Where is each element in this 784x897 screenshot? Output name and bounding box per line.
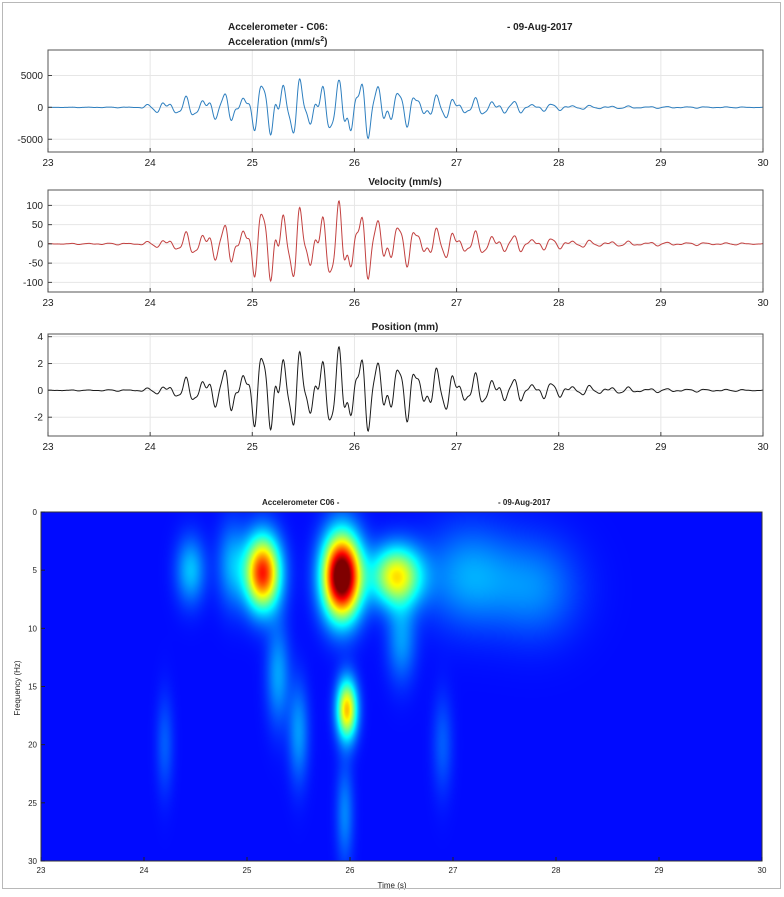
velocity-xtick-label: 27	[451, 298, 463, 309]
position-xtick-label: 28	[553, 442, 565, 453]
acceleration-xtick-label: 29	[655, 158, 667, 169]
velocity-xtick-label: 25	[247, 298, 259, 309]
position-ytick-label: 4	[37, 332, 43, 343]
velocity-panel: 23 24 25 26 27 28 29 30 -100 -50 0 50 100	[23, 189, 769, 309]
position-axes-frame	[47, 333, 764, 437]
velocity-xtick-label: 26	[349, 298, 361, 309]
velocity-title: Velocity (mm/s)	[368, 177, 441, 188]
position-xtick-label: 29	[655, 442, 667, 453]
spectrogram-xtick-label: 27	[449, 866, 458, 875]
spectrogram-title-left: Accelerometer C06 -	[262, 498, 340, 507]
acceleration-title-line1-right: - 09-Aug-2017	[507, 22, 573, 33]
position-xtick-label: 25	[247, 442, 259, 453]
velocity-ytick-label: 50	[32, 220, 44, 231]
position-ytick-label: 2	[37, 359, 43, 370]
spectrogram-ytick-label: 25	[28, 799, 37, 808]
position-xtick-label: 27	[451, 442, 463, 453]
velocity-xtick-label: 24	[145, 298, 157, 309]
position-xtick-label: 23	[42, 442, 54, 453]
acceleration-title-sup: 2	[320, 36, 324, 43]
acceleration-plot-area	[48, 50, 763, 152]
velocity-ytick-label: 0	[37, 239, 43, 250]
acceleration-xtick-label: 28	[553, 158, 565, 169]
acceleration-xtick-label: 26	[349, 158, 361, 169]
spectrogram-image-holder	[41, 512, 762, 861]
spectrogram-xtick-label: 23	[37, 866, 46, 875]
spectrogram-panel: 23 24 25 26 27 28 29 30 0 5 10 15 20 25 30	[28, 508, 767, 875]
velocity-xtick-label: 29	[655, 298, 667, 309]
spectrogram-title-right: - 09-Aug-2017	[498, 498, 551, 507]
spectrogram-ytick-label: 5	[33, 566, 38, 575]
acceleration-ytick-label: 5000	[21, 71, 44, 82]
velocity-ytick-label: 100	[26, 201, 43, 212]
velocity-series-line	[47, 200, 764, 283]
acceleration-xtick-label: 30	[757, 158, 769, 169]
acceleration-axes-frame	[47, 49, 764, 153]
spectrogram-ytick-label: 10	[28, 624, 37, 633]
position-title: Position (mm)	[372, 322, 439, 333]
velocity-ytick-label: -50	[29, 259, 44, 270]
acceleration-title-line2: Acceleration (mm/s2)	[228, 36, 328, 48]
acceleration-title-main: Acceleration (mm/s	[228, 37, 321, 48]
position-xtick-label: 26	[349, 442, 361, 453]
acceleration-title-end: )	[324, 37, 327, 48]
spectrogram-xtick-label: 28	[552, 866, 561, 875]
spectrogram-xtick-label: 26	[346, 866, 355, 875]
spectrogram-xlabel: Time (s)	[377, 881, 406, 890]
acceleration-xtick-label: 27	[451, 158, 463, 169]
velocity-plot-area	[48, 190, 763, 292]
velocity-ytick-label: -100	[23, 278, 43, 289]
spectrogram-heatmap	[41, 512, 762, 861]
position-ytick-label: -2	[34, 413, 43, 424]
spectrogram-xtick-label: 30	[758, 866, 767, 875]
spectrogram-ytick-label: 30	[28, 857, 37, 866]
acceleration-title-line1-left: Accelerometer - C06:	[228, 22, 328, 33]
velocity-axes-frame	[47, 189, 764, 293]
acceleration-ytick-label: 0	[37, 103, 43, 114]
spectrogram-ytick-label: 15	[28, 683, 37, 692]
velocity-xtick-label: 23	[42, 298, 54, 309]
spectrogram-xtick-label: 24	[140, 866, 149, 875]
acceleration-xtick-label: 24	[145, 158, 157, 169]
acceleration-ytick-label: -5000	[17, 135, 43, 146]
spectrogram-ytick-label: 0	[33, 508, 38, 517]
acceleration-series-line	[47, 77, 764, 140]
position-xtick-label: 24	[145, 442, 157, 453]
acceleration-xtick-label: 23	[42, 158, 54, 169]
position-xtick-label: 30	[757, 442, 769, 453]
spectrogram-ylabel: Frequency (Hz)	[13, 660, 22, 715]
position-series-line	[47, 346, 764, 433]
spectrogram-xtick-label: 29	[655, 866, 664, 875]
spectrogram-ytick-label: 20	[28, 741, 37, 750]
spectrogram-xtick-label: 25	[243, 866, 252, 875]
velocity-xtick-label: 30	[757, 298, 769, 309]
position-plot-area	[48, 334, 763, 436]
acceleration-panel: 23 24 25 26 27 28 29 30 -5000 0 5000	[17, 49, 769, 169]
position-ytick-label: 0	[37, 386, 43, 397]
velocity-xtick-label: 28	[553, 298, 565, 309]
acceleration-xtick-label: 25	[247, 158, 259, 169]
